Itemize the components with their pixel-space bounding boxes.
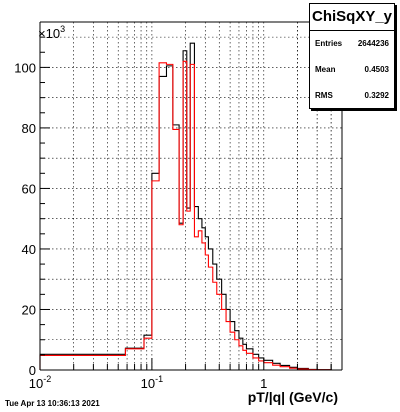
stat-label: Entries — [315, 39, 343, 48]
y-axis-multiplier: ×103 — [38, 24, 65, 41]
stats-title: ChiSqXY_y — [310, 4, 394, 31]
x-tick-label: 10-1 — [141, 374, 163, 391]
stat-value: 0.3292 — [364, 91, 389, 100]
timestamp: Tue Apr 13 10:36:13 2021 — [5, 399, 100, 408]
x-tick-label: 1 — [260, 376, 267, 391]
stat-row-mean: Mean 0.4503 — [310, 57, 394, 83]
stat-row-entries: Entries 2644236 — [310, 31, 394, 57]
y-tick-label: 0 — [29, 363, 36, 378]
histogram-series-black — [39, 42, 342, 371]
stat-label: RMS — [315, 91, 333, 100]
stat-value: 0.4503 — [364, 65, 389, 74]
stat-row-rms: RMS 0.3292 — [310, 83, 394, 109]
histogram-series — [39, 42, 342, 371]
stat-value: 2644236 — [357, 39, 389, 48]
axes — [39, 21, 343, 371]
grid-lines — [39, 22, 343, 370]
axis-ticks: 10-2 10-1 1 0 20 40 60 80 100 — [14, 36, 343, 391]
x-tick-label: 10-2 — [29, 374, 51, 391]
x-axis-title: pT/|q| (GeV/c) — [248, 389, 338, 405]
histogram-series-red — [39, 60, 342, 371]
stats-box: ChiSqXY_y Entries 2644236 Mean 0.4503 RM… — [309, 3, 395, 109]
y-tick-label: 20 — [22, 302, 36, 317]
stat-label: Mean — [315, 65, 336, 74]
y-tick-label: 60 — [22, 181, 36, 196]
y-tick-label: 40 — [22, 242, 36, 257]
y-tick-label: 80 — [22, 121, 36, 136]
y-tick-label: 100 — [14, 60, 36, 75]
